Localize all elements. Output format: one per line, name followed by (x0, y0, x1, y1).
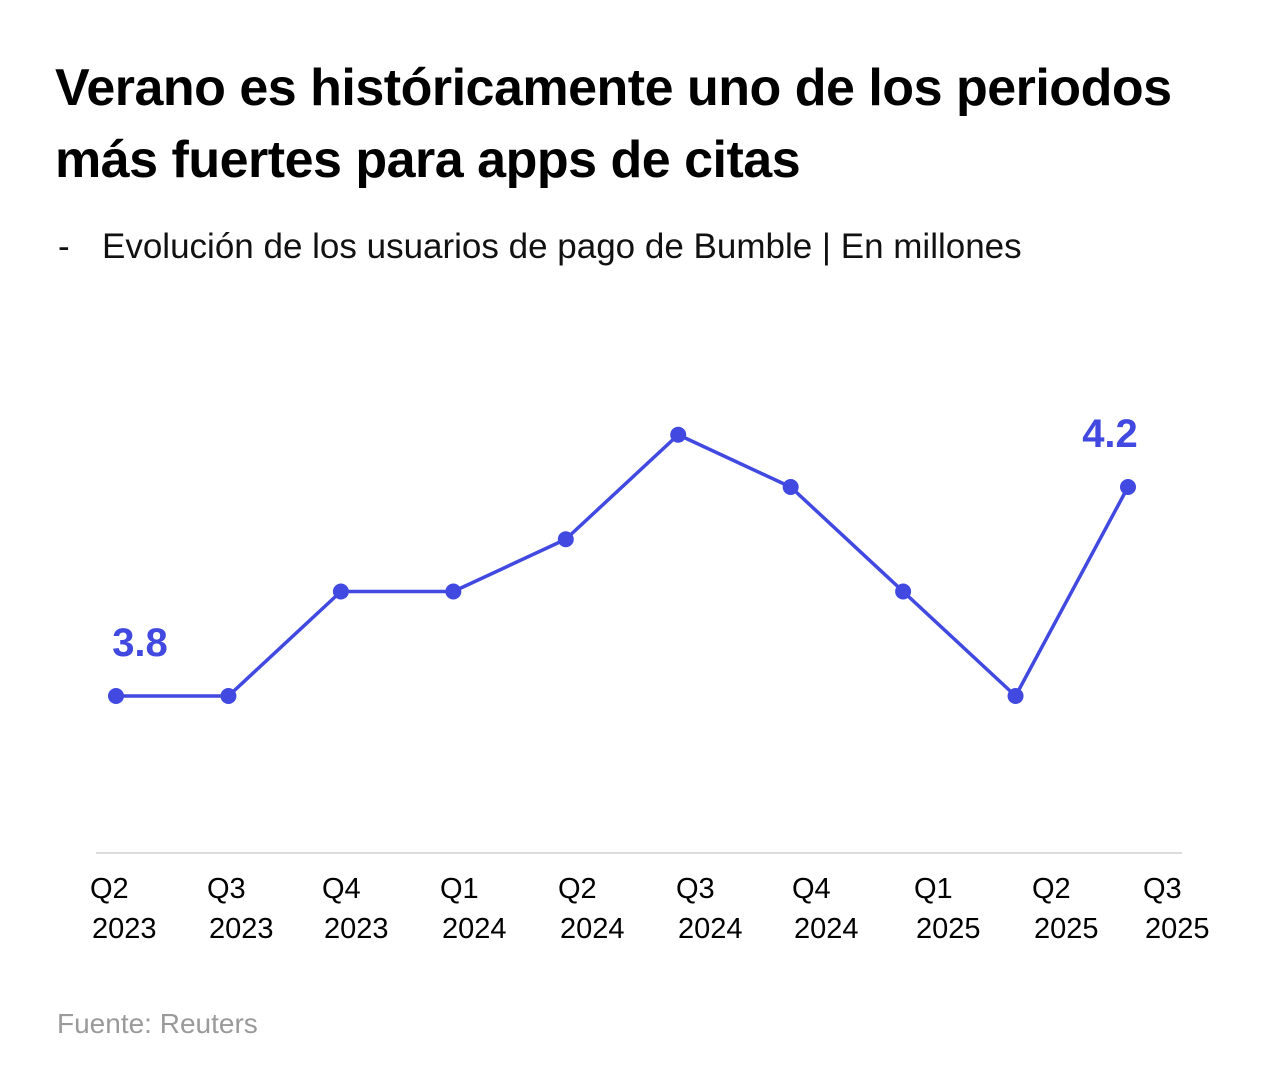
subtitle-dash: - (58, 227, 70, 266)
data-point (332, 583, 349, 600)
x-tick-quarter: Q4 (322, 873, 361, 905)
subtitle-text: Evolución de los usuarios de pago de Bum… (102, 227, 1022, 266)
x-tick-quarter: Q2 (1032, 873, 1071, 905)
x-tick-year: 2024 (442, 913, 507, 945)
x-tick-year: 2025 (1145, 913, 1210, 945)
x-tick-year: 2023 (92, 913, 157, 945)
data-point (108, 688, 124, 704)
x-tick-quarter: Q1 (914, 873, 953, 905)
x-tick-quarter: Q2 (90, 873, 129, 905)
x-tick-quarter: Q3 (676, 873, 715, 905)
series-line (116, 433, 1130, 698)
x-tick-quarter: Q3 (207, 873, 246, 905)
x-tick-year: 2025 (1034, 913, 1099, 945)
x-tick-year: 2024 (678, 913, 743, 945)
data-point (670, 426, 687, 443)
data-point (220, 688, 237, 704)
x-tick-year: 2025 (916, 913, 981, 945)
x-tick-year: 2024 (560, 913, 625, 945)
x-tick-year: 2024 (794, 913, 859, 945)
data-label: 3.8 (112, 621, 168, 665)
x-tick-quarter: Q3 (1143, 873, 1182, 905)
data-point (557, 531, 574, 548)
x-tick-year: 2023 (209, 913, 274, 945)
data-label: 4.2 (1082, 412, 1138, 456)
data-point (1120, 479, 1136, 495)
data-point (445, 583, 462, 600)
x-tick-quarter: Q2 (558, 873, 597, 905)
chart-subtitle: - Evolución de los usuarios de pago de Bu… (58, 224, 1022, 270)
x-tick-quarter: Q4 (792, 873, 831, 905)
x-tick-year: 2023 (324, 913, 389, 945)
data-point (895, 583, 912, 600)
source-note: Fuente: Reuters (57, 1008, 258, 1039)
data-point (1007, 688, 1024, 704)
chart-title: Verano es históricamente uno de los peri… (55, 59, 1172, 189)
x-tick-quarter: Q1 (440, 873, 479, 905)
data-point (782, 479, 799, 495)
